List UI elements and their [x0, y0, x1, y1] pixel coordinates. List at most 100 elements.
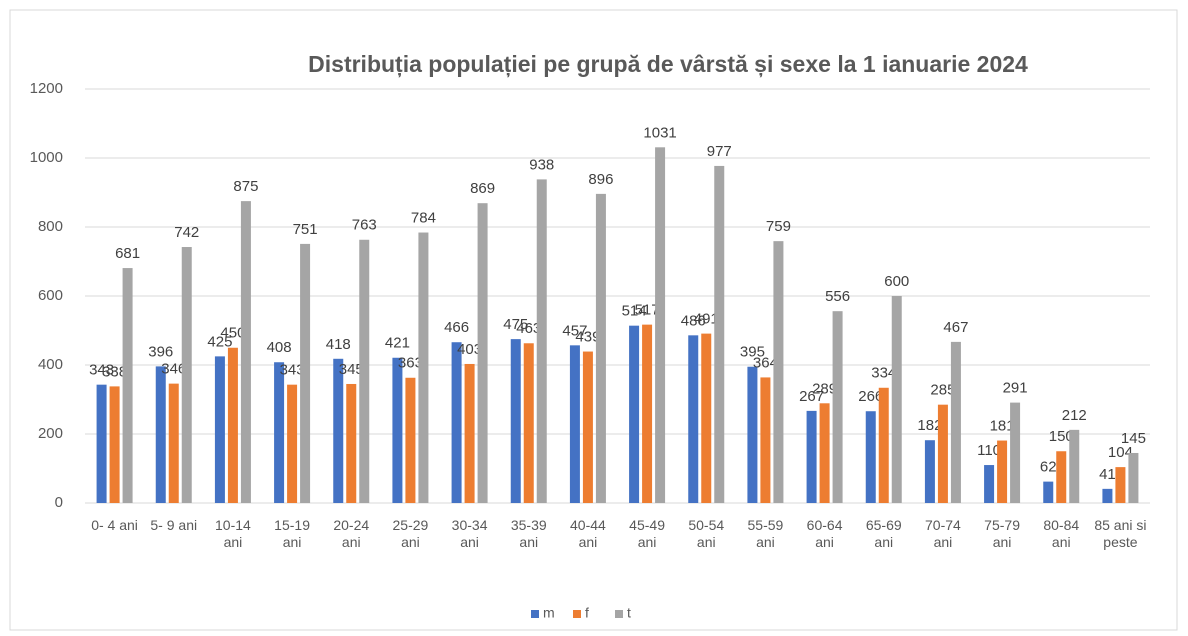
bar	[1056, 451, 1067, 503]
data-label: 896	[588, 171, 613, 188]
data-label: 363	[398, 355, 423, 372]
bar	[701, 333, 712, 503]
x-tick-label: 85 ani si peste	[1094, 517, 1147, 550]
bar	[359, 239, 370, 503]
x-tick-label: 75-79 ani	[984, 517, 1020, 550]
data-label: 514	[622, 303, 647, 320]
data-label: 110	[977, 442, 1001, 459]
data-label: 104	[1108, 444, 1133, 461]
bar	[1128, 452, 1139, 503]
data-label: 212	[1062, 407, 1087, 424]
data-label: 784	[411, 209, 436, 226]
bar	[865, 411, 876, 503]
bar	[214, 356, 225, 503]
bar	[878, 387, 889, 503]
x-tick-label: 40-44 ani	[570, 517, 606, 550]
legend-swatch	[531, 610, 539, 618]
bar	[629, 325, 640, 503]
data-label: 346	[161, 361, 186, 378]
bar	[168, 383, 179, 503]
data-label: 343	[280, 362, 305, 379]
bar	[392, 357, 403, 503]
legend-swatch	[573, 610, 581, 618]
data-label: 334	[871, 365, 896, 382]
data-label: 457	[562, 322, 587, 339]
data-label: 364	[753, 354, 778, 371]
data-label: 266	[858, 388, 883, 405]
bar	[274, 362, 285, 503]
data-label: 41	[1099, 466, 1116, 483]
legend-label: f	[585, 605, 589, 621]
data-label: 182	[917, 417, 942, 434]
bar	[1115, 467, 1126, 503]
bar	[536, 179, 547, 503]
bar	[984, 465, 995, 503]
bar	[181, 247, 192, 503]
data-label: 517	[635, 302, 660, 319]
x-tick-label: 15-19 ani	[274, 517, 310, 550]
data-label: 491	[694, 311, 719, 328]
data-label: 938	[529, 156, 554, 173]
data-label: 486	[681, 312, 706, 329]
data-label: 338	[102, 363, 127, 380]
bar	[510, 339, 521, 503]
bar	[806, 410, 817, 503]
data-label: 681	[115, 245, 140, 262]
data-label: 869	[470, 180, 495, 197]
bar	[819, 403, 830, 503]
y-tick-label: 600	[38, 287, 63, 304]
x-tick-label: 55-59 ani	[747, 517, 784, 550]
bar	[464, 363, 475, 503]
bar	[346, 383, 357, 503]
bar	[405, 377, 416, 503]
data-label: 343	[89, 362, 114, 379]
x-tick-label: 5- 9 ani	[150, 517, 198, 533]
bar	[569, 345, 580, 503]
data-label: 475	[503, 316, 528, 333]
bar	[477, 203, 488, 503]
data-label: 450	[220, 325, 245, 342]
bar	[642, 324, 653, 503]
x-tick-label: 20-24 ani	[333, 517, 370, 550]
bar	[1069, 429, 1080, 503]
x-tick-label: 0- 4 ani	[91, 517, 138, 533]
bar	[451, 342, 462, 503]
data-label: 421	[385, 335, 410, 352]
data-label: 267	[799, 388, 824, 405]
data-label: 467	[943, 319, 968, 336]
data-label: 463	[516, 320, 541, 337]
bar	[760, 377, 771, 503]
bar	[300, 243, 311, 503]
y-tick-label: 800	[38, 218, 63, 235]
bar	[523, 343, 534, 503]
bar	[582, 351, 593, 503]
bar	[655, 147, 666, 503]
bar	[240, 201, 251, 503]
bar	[1010, 402, 1021, 503]
bar	[924, 440, 935, 503]
data-label: 181	[990, 418, 1015, 435]
x-tick-label: 65-69 ani	[865, 517, 902, 550]
bar	[773, 241, 784, 503]
data-label: 150	[1049, 428, 1074, 445]
x-tick-label: 30-34 ani	[451, 517, 488, 550]
bar	[287, 384, 298, 503]
data-label: 1031	[643, 124, 676, 141]
legend-label: m	[543, 605, 555, 621]
data-label: 556	[825, 288, 850, 305]
data-label: 600	[884, 273, 909, 290]
bar	[595, 193, 606, 503]
x-tick-label: 80-84 ani	[1043, 517, 1080, 550]
x-tick-label: 10-14 ani	[215, 517, 251, 550]
data-label: 408	[267, 339, 292, 356]
bar	[122, 268, 133, 503]
data-label: 977	[707, 143, 732, 160]
bar	[333, 358, 344, 503]
data-label: 466	[444, 319, 469, 336]
data-label: 759	[766, 218, 791, 235]
x-tick-label: 45-49 ani	[629, 517, 665, 550]
legend-swatch	[615, 610, 623, 618]
bar	[997, 440, 1008, 503]
data-label: 875	[233, 178, 258, 195]
